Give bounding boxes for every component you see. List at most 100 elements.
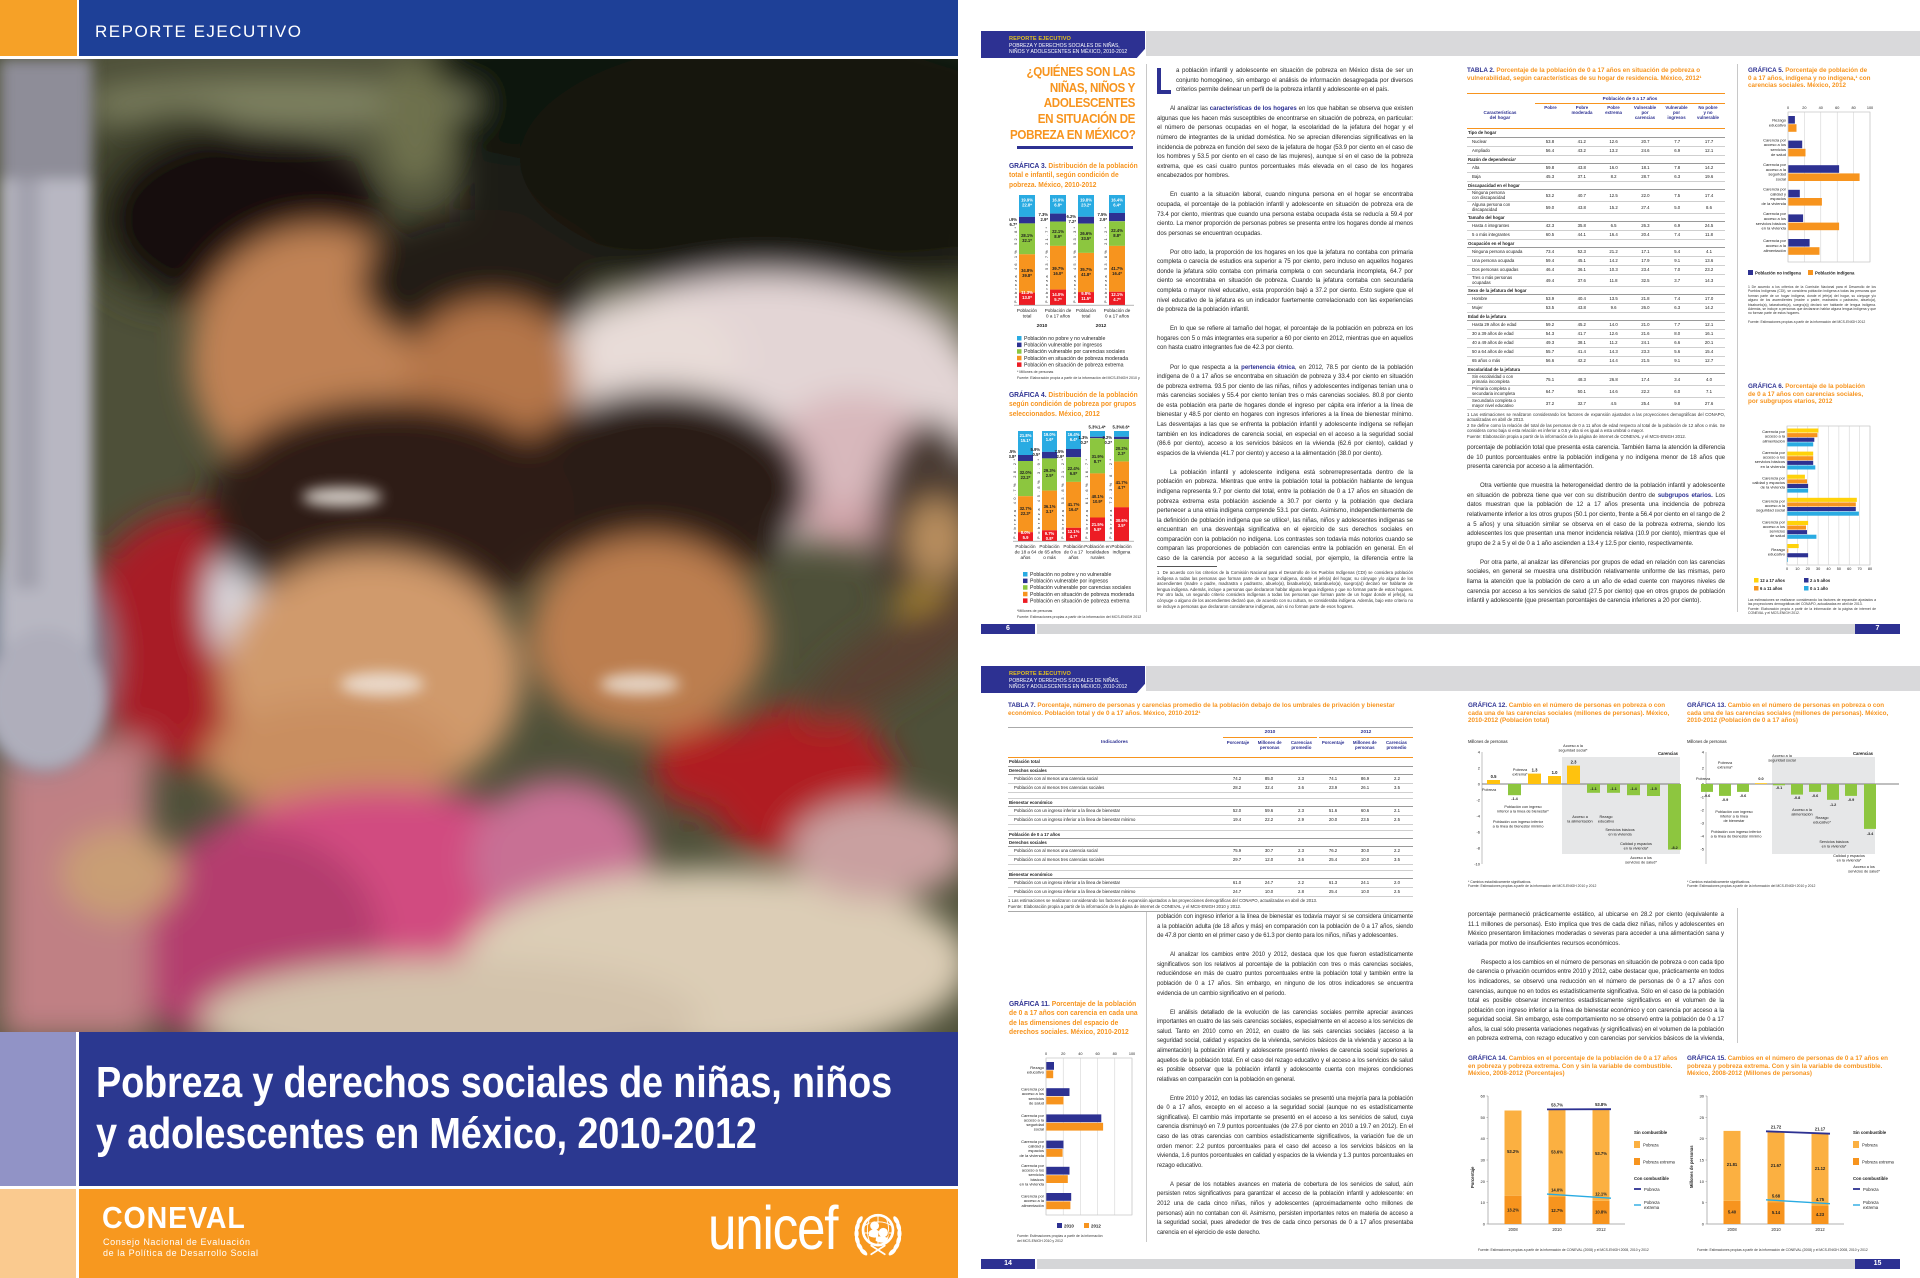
svg-text:2: 2: [1478, 766, 1481, 771]
svg-text:indígena: indígena: [1113, 550, 1131, 555]
svg-text:16.4%: 16.4%: [1068, 432, 1080, 437]
svg-text:de la vivienda: de la vivienda: [1020, 1153, 1045, 1158]
svg-text:29.3%: 29.3%: [1044, 468, 1056, 473]
svg-text:Calidad y espacios: Calidad y espacios: [1620, 842, 1652, 846]
svg-text:-5: -5: [1700, 847, 1704, 852]
svg-text:5.14: 5.14: [1772, 1210, 1781, 1215]
svg-text:Pobreza: Pobreza: [1643, 1143, 1659, 1148]
svg-text:Pobreza extrema: Pobreza extrema: [1862, 1160, 1895, 1165]
svg-text:Población en: Población en: [1084, 544, 1111, 549]
svg-text:0.5*: 0.5*: [1033, 452, 1041, 457]
svg-text:acceso a los: acceso a los: [1022, 1168, 1044, 1173]
svg-text:social: social: [1776, 176, 1786, 181]
svg-text:9.7%: 9.7%: [1045, 531, 1055, 536]
svg-text:2.9*: 2.9*: [1057, 454, 1065, 459]
svg-text:Población vulnerable por ingre: Población vulnerable por ingresos: [1030, 579, 1109, 585]
svg-text:14.0%: 14.0%: [1052, 292, 1064, 297]
svg-text:8.0%: 8.0%: [1021, 530, 1031, 535]
svg-text:4.75: 4.75: [1816, 1197, 1825, 1202]
svg-text:Población: Población: [1063, 544, 1084, 549]
svg-text:6.7*: 6.7*: [1010, 222, 1018, 227]
svg-text:4: 4: [1478, 750, 1481, 755]
svg-text:Población en situación de pobr: Población en situación de pobreza extrem…: [1024, 362, 1124, 368]
svg-text:seguridad: seguridad: [1768, 172, 1786, 177]
svg-text:16.4%: 16.4%: [1111, 198, 1123, 203]
svg-text:22.2*: 22.2*: [1021, 475, 1031, 480]
svg-text:Población con ingreso: Población con ingreso: [1715, 810, 1752, 814]
svg-text:acceso a los: acceso a los: [1764, 216, 1786, 221]
svg-text:0 a 17 años: 0 a 17 años: [1105, 314, 1130, 319]
svg-text:Acceso a la: Acceso a la: [1772, 754, 1793, 758]
svg-text:Carencia por: Carencia por: [1763, 238, 1787, 243]
svg-text:-0.9: -0.9: [1722, 798, 1729, 802]
svg-text:Rezago: Rezago: [1815, 816, 1828, 820]
svg-text:a la línea de bienestar mínimo: a la línea de bienestar mínimo: [1711, 835, 1762, 839]
svg-text:Pobreza: Pobreza: [1862, 1143, 1878, 1148]
svg-text:Carencias: Carencias: [1853, 751, 1874, 756]
svg-text:Pobreza 45.5% 53.3*: Pobreza 45.5% 53.3*: [1072, 227, 1077, 303]
svg-text:40.1%: 40.1%: [1092, 494, 1104, 499]
svg-text:0: 0: [1045, 1052, 1047, 1056]
svg-text:0: 0: [1478, 782, 1481, 787]
svg-text:seguridad social: seguridad social: [1768, 759, 1796, 763]
svg-text:-4: -4: [1700, 834, 1704, 839]
svg-text:en la vivienda*: en la vivienda*: [1837, 859, 1862, 863]
svg-text:Rezago: Rezago: [1599, 815, 1612, 819]
svg-text:53.7%: 53.7%: [1551, 1102, 1563, 1107]
svg-text:Pobreza 46.1% 52.8*: Pobreza 46.1% 52.8*: [1013, 227, 1018, 303]
svg-text:16.0*: 16.0*: [1053, 271, 1063, 276]
svg-text:22.4%: 22.4%: [1111, 228, 1123, 233]
svg-text:Carencia por: Carencia por: [1762, 450, 1786, 455]
svg-text:inferior a la línea de bienest: inferior a la línea de bienestar*: [1497, 810, 1549, 814]
svg-text:de la vivienda: de la vivienda: [1762, 201, 1787, 206]
svg-text:en la vivienda: en la vivienda: [1761, 464, 1786, 469]
svg-text:-0.6: -0.6: [1812, 794, 1819, 798]
svg-text:7.3%: 7.3%: [1038, 212, 1048, 217]
svg-text:4.23: 4.23: [1816, 1212, 1825, 1217]
svg-text:acceso a los: acceso a los: [1764, 142, 1786, 147]
svg-text:espacios: espacios: [1770, 196, 1786, 201]
svg-text:21.5%: 21.5%: [1092, 522, 1104, 527]
svg-text:alimentación: alimentación: [1791, 813, 1812, 817]
svg-text:-2: -2: [1476, 798, 1480, 803]
svg-text:de 0 a 17: de 0 a 17: [1064, 550, 1084, 555]
svg-text:21.72: 21.72: [1771, 1124, 1782, 1129]
svg-text:60: 60: [1095, 1052, 1099, 1056]
svg-text:Carencia por: Carencia por: [1763, 137, 1787, 142]
svg-text:-0.1: -0.1: [1776, 786, 1783, 790]
svg-text:Rezago: Rezago: [1030, 1065, 1045, 1070]
svg-text:5.9: 5.9: [1023, 535, 1029, 540]
svg-text:19.0%: 19.0%: [1044, 432, 1056, 437]
svg-text:acceso a la: acceso a la: [1024, 1117, 1045, 1122]
svg-text:53.7%: 53.7%: [1595, 1151, 1607, 1156]
svg-text:Carencia por: Carencia por: [1763, 162, 1787, 167]
svg-text:Pobreza 53.7% 21.7*: Pobreza 53.7% 21.7*: [1044, 227, 1049, 303]
svg-text:0.8*: 0.8*: [1046, 536, 1054, 541]
svg-text:educativo: educativo: [1027, 1069, 1045, 1074]
svg-text:Pobreza 40.7% 28.2*: Pobreza 40.7% 28.2*: [1012, 459, 1017, 539]
svg-text:seguridad social*: seguridad social*: [1559, 749, 1588, 753]
svg-text:Carencia por: Carencia por: [1763, 211, 1787, 216]
svg-text:30: 30: [1816, 567, 1820, 571]
svg-text:* Millones de personas: * Millones de personas: [1017, 370, 1054, 374]
svg-text:19.9%: 19.9%: [1021, 198, 1033, 203]
svg-text:21.17: 21.17: [1815, 1127, 1826, 1132]
svg-text:20: 20: [1700, 1136, 1705, 1141]
svg-text:40: 40: [1819, 106, 1823, 110]
svg-text:de salud: de salud: [1771, 152, 1786, 157]
svg-text:12 a 17 años: 12 a 17 años: [1760, 578, 1786, 583]
svg-text:1.0: 1.0: [1552, 770, 1558, 775]
svg-text:Población de: Población de: [1104, 308, 1131, 313]
svg-text:20: 20: [1481, 1179, 1486, 1184]
svg-text:Población: Población: [1015, 544, 1036, 549]
svg-text:extrema*: extrema*: [1717, 766, 1733, 770]
svg-text:Población en situación de pobr: Población en situación de pobreza modera…: [1030, 592, 1134, 598]
svg-text:6.4*: 6.4*: [1070, 437, 1078, 442]
svg-text:34.8%: 34.8%: [1021, 268, 1033, 273]
svg-text:6 a 11 años: 6 a 11 años: [1760, 586, 1783, 591]
svg-text:21.12: 21.12: [1815, 1166, 1826, 1171]
svg-text:en la vivienda: en la vivienda: [1608, 833, 1632, 837]
svg-text:5: 5: [1702, 1200, 1705, 1205]
svg-text:-6: -6: [1476, 830, 1480, 835]
svg-text:2: 2: [1702, 766, 1705, 771]
